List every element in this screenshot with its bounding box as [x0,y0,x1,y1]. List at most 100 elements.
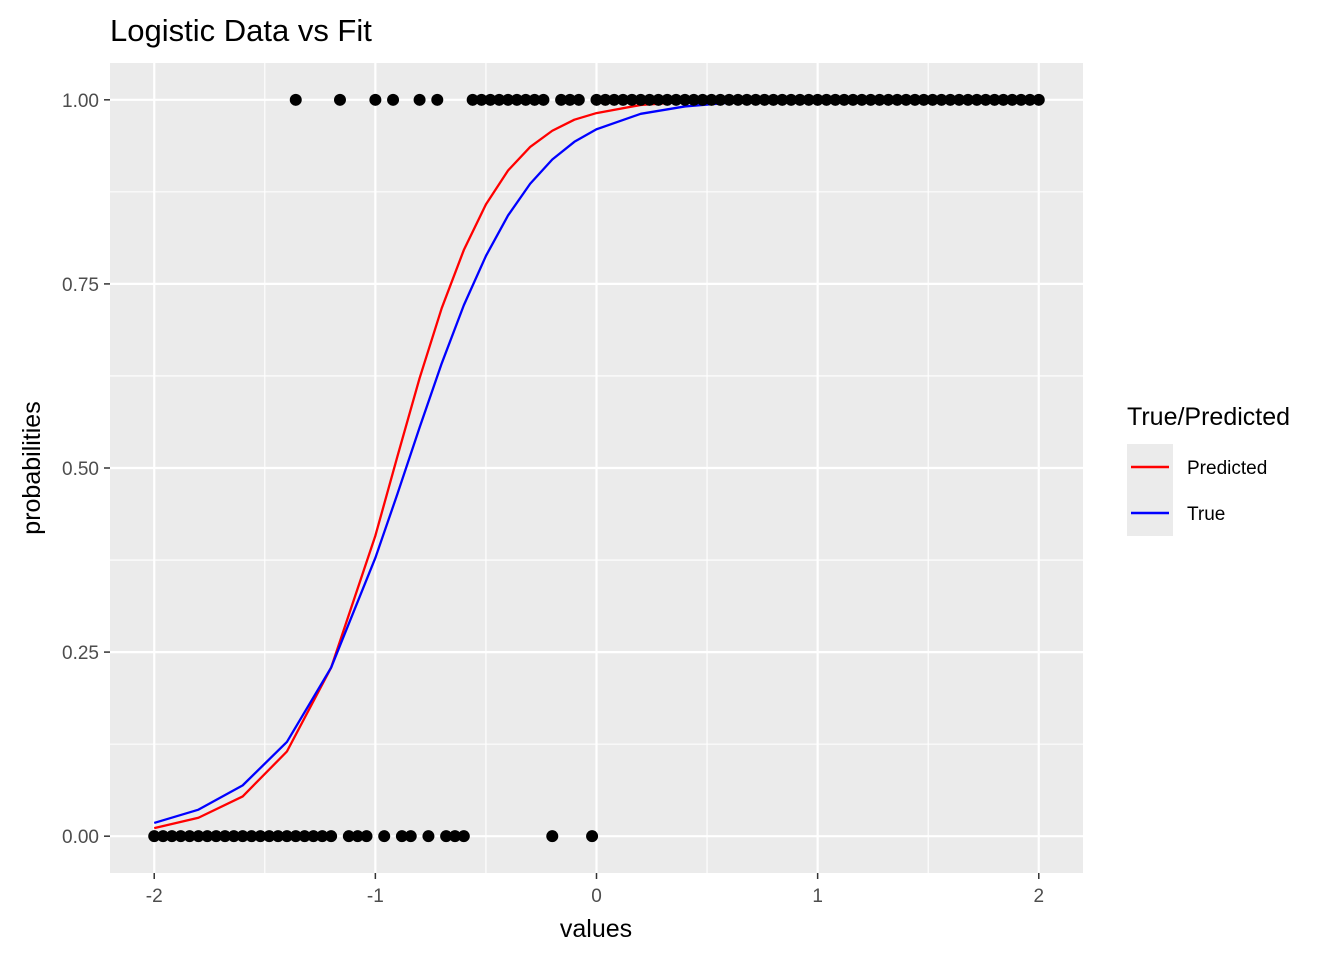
data-point [855,93,868,106]
x-axis-label: values [560,915,632,943]
data-point [289,830,302,843]
data-point [272,830,285,843]
data-point [732,93,745,106]
data-point [652,93,665,106]
data-point [838,93,851,106]
data-point [280,830,293,843]
legend-label-true: True [1187,504,1225,525]
data-point [342,830,355,843]
data-point [617,93,630,106]
data-point [165,830,178,843]
data-point [696,93,709,106]
data-point [882,93,895,106]
data-point [201,830,214,843]
data-point [245,830,258,843]
data-point [404,830,417,843]
data-point [586,830,599,843]
x-axis-ticks: -2 -1 0 1 2 [146,873,1044,907]
y-tick-label: 0.00 [62,827,99,848]
data-point [988,93,1001,106]
data-point [254,830,267,843]
data-point [802,93,815,106]
data-point [316,830,329,843]
data-point [908,93,921,106]
x-tick-label: 2 [1033,886,1044,907]
data-point [360,830,373,843]
data-point [599,93,612,106]
data-point [820,93,833,106]
data-point [970,93,983,106]
data-point [484,93,497,106]
data-point [847,93,860,106]
data-point [466,93,479,106]
data-point [546,830,559,843]
data-point [325,830,338,843]
data-point [519,93,532,106]
y-tick-label: 0.25 [62,643,99,664]
legend-key-bg [1127,444,1173,536]
data-point [148,830,161,843]
y-axis-label: probabilities [18,401,46,534]
data-point [502,93,515,106]
data-point [714,93,727,106]
legend: True/Predicted Predicted True [1127,403,1290,536]
data-point [767,93,780,106]
data-point [227,830,240,843]
legend-title: True/Predicted [1127,403,1290,431]
data-point [210,830,223,843]
data-point [493,93,506,106]
data-point [378,830,391,843]
data-point [395,830,408,843]
data-point [997,93,1010,106]
x-tick-label: 0 [591,886,602,907]
data-point [979,93,992,106]
chart-title: Logistic Data vs Fit [110,13,372,48]
data-point [953,93,966,106]
y-tick-label: 1.00 [62,91,99,112]
x-tick-label: -2 [146,886,163,907]
data-point [369,93,382,106]
data-point [740,93,753,106]
data-point [891,93,904,106]
data-point [864,93,877,106]
data-point [917,93,930,106]
data-point [440,830,453,843]
data-point [555,93,568,106]
data-point [475,93,488,106]
data-point [1023,93,1036,106]
data-point [183,830,196,843]
data-point [457,830,470,843]
data-point [926,93,939,106]
y-tick-label: 0.50 [62,459,99,480]
data-point [1006,93,1019,106]
data-point [900,93,913,106]
data-point [723,93,736,106]
data-point [661,93,674,106]
data-point [873,93,886,106]
data-point [387,93,400,106]
data-point [935,93,948,106]
data-point [670,93,683,106]
data-point [572,93,585,106]
data-point [758,93,771,106]
legend-label-predicted: Predicted [1187,458,1267,479]
data-point [785,93,798,106]
data-point [537,93,550,106]
data-point [643,93,656,106]
data-point [1032,93,1045,106]
data-point [634,93,647,106]
data-point [528,93,541,106]
data-point [590,93,603,106]
data-points [148,93,1045,843]
y-tick-label: 0.75 [62,275,99,296]
data-point [1015,93,1028,106]
data-point [625,93,638,106]
data-point [678,93,691,106]
x-tick-label: 1 [812,886,823,907]
data-point [263,830,276,843]
data-point [687,93,700,106]
data-point [218,830,231,843]
data-point [413,93,426,106]
data-point [962,93,975,106]
